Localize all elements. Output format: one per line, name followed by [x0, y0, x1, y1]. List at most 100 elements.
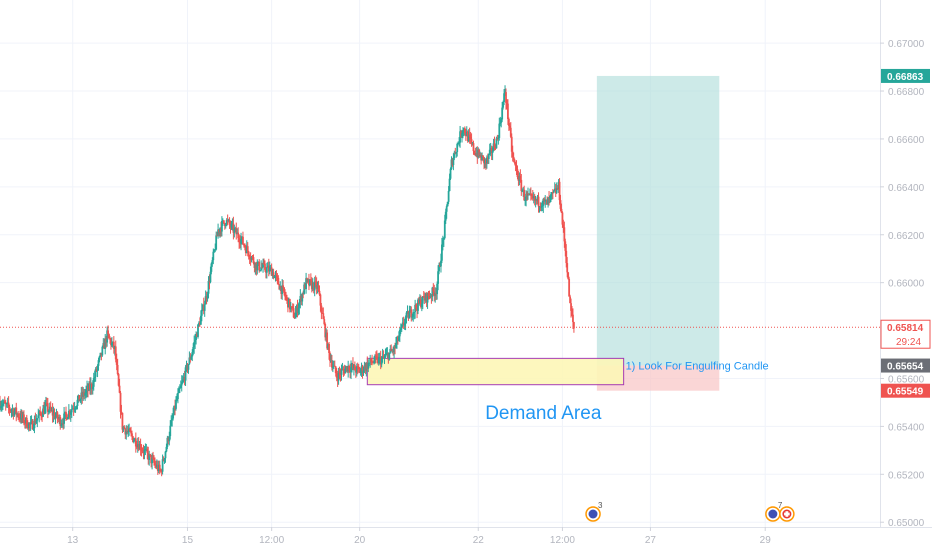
candle	[415, 303, 417, 311]
candle	[204, 290, 207, 305]
candle	[451, 157, 454, 167]
candle	[473, 150, 476, 156]
candle-body	[100, 352, 103, 356]
candle	[216, 231, 219, 237]
candle	[170, 415, 173, 427]
candle-body	[123, 426, 126, 429]
candle-body	[544, 200, 547, 202]
candle	[361, 364, 364, 379]
candle	[177, 388, 179, 404]
event-marker[interactable]: 7	[765, 501, 795, 522]
candle	[220, 221, 222, 237]
annotations: 1) Look For Engulfing Candle Demand Area 3…	[0, 326, 880, 522]
candle	[176, 393, 178, 402]
candle	[350, 360, 352, 380]
candle	[501, 101, 504, 122]
candle-body	[303, 284, 306, 294]
candle-body	[496, 138, 499, 140]
candle	[322, 307, 325, 320]
candle-body	[426, 293, 429, 303]
candle	[142, 444, 145, 460]
candle	[562, 219, 565, 233]
candle	[117, 372, 120, 387]
candle-body	[411, 316, 414, 318]
candle	[374, 354, 376, 364]
candle	[534, 195, 537, 208]
candle-body	[58, 417, 61, 419]
candle-body	[306, 278, 308, 280]
candle	[184, 365, 187, 386]
candle	[140, 444, 143, 457]
candle-body	[57, 418, 60, 420]
candle	[47, 409, 50, 415]
candle-body	[101, 346, 104, 356]
candle-body	[314, 281, 317, 283]
candle-body	[244, 247, 247, 254]
candle	[225, 218, 228, 227]
candle-body	[129, 428, 131, 432]
event-marker[interactable]: 3	[585, 501, 603, 522]
candle	[230, 220, 233, 230]
candle-body	[56, 412, 59, 419]
candle-body	[23, 422, 26, 424]
candle	[304, 282, 307, 290]
candle	[506, 99, 508, 110]
candle-body	[410, 309, 413, 318]
candle	[195, 331, 197, 345]
candle-body	[158, 464, 161, 470]
candle	[192, 343, 195, 356]
candle	[160, 468, 163, 477]
candle	[50, 407, 53, 412]
candle-body	[65, 411, 67, 415]
price-tick-label: 0.67000	[888, 39, 925, 50]
candle	[435, 287, 438, 301]
candle	[300, 294, 303, 306]
candle-body	[37, 415, 40, 419]
candle-body	[538, 206, 541, 208]
candle-body	[204, 296, 207, 305]
candle-body	[163, 458, 166, 461]
candle-body	[241, 236, 243, 240]
candle	[282, 280, 285, 292]
candle	[385, 347, 388, 356]
candle	[413, 312, 416, 320]
candle-body	[259, 270, 262, 272]
candle	[497, 135, 500, 145]
candle-body	[309, 279, 311, 286]
candle	[420, 297, 423, 312]
candle	[68, 409, 71, 420]
candle-body	[271, 272, 274, 276]
candle	[206, 291, 209, 302]
candle-body	[573, 322, 575, 329]
candle-body	[208, 280, 211, 283]
candle-body	[298, 302, 301, 308]
candle-body	[396, 336, 398, 344]
candle-body	[353, 365, 356, 371]
candle-body	[109, 337, 111, 340]
candle-body	[22, 414, 24, 419]
candle-body	[502, 101, 505, 108]
candle-body	[149, 454, 152, 456]
candle-body	[422, 296, 425, 298]
candle	[395, 336, 397, 349]
candle	[564, 238, 567, 257]
candle	[235, 222, 238, 240]
candle	[453, 150, 456, 161]
candle-body	[427, 293, 430, 297]
candle	[150, 455, 153, 468]
candle	[442, 237, 445, 248]
candle	[520, 174, 523, 196]
candle-body	[474, 153, 477, 156]
candle-body	[95, 369, 98, 371]
candle-body	[6, 402, 9, 404]
price-tick-label: 0.66200	[888, 231, 925, 242]
candle	[1, 398, 4, 411]
candle	[136, 437, 139, 453]
candle	[468, 127, 471, 144]
candle-body	[90, 384, 93, 389]
candle-body	[223, 223, 226, 227]
holiday-icon-cross-h	[784, 512, 790, 516]
candle-body	[345, 366, 348, 369]
